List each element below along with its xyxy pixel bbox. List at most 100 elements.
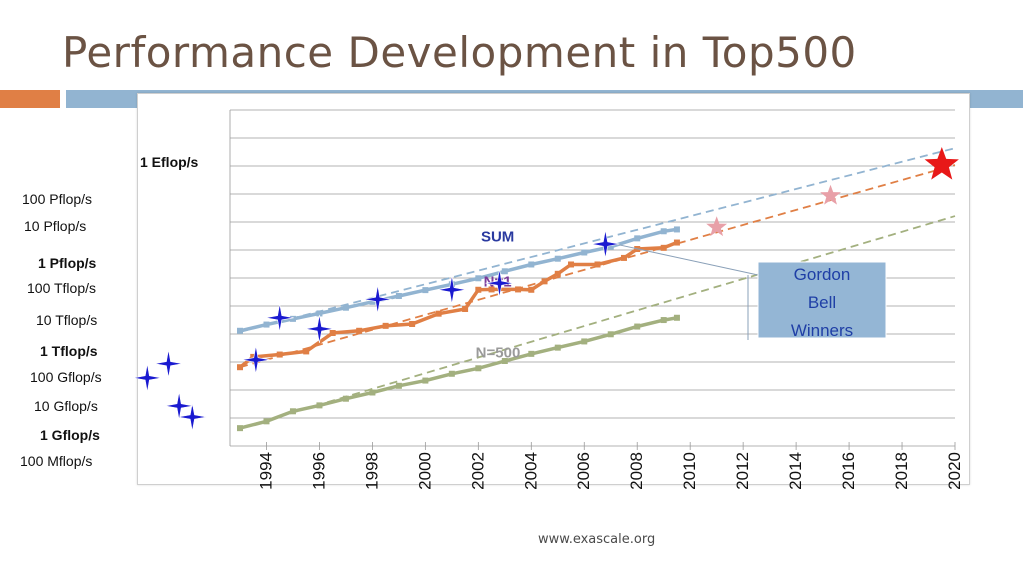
data-point xyxy=(554,270,561,277)
data-point xyxy=(369,389,376,396)
gordon-bell-star-icon xyxy=(363,285,392,314)
projection-star-icon xyxy=(820,184,841,205)
gordon-bell-star-icon xyxy=(485,269,514,298)
callout-text: Winners xyxy=(791,321,853,340)
data-point xyxy=(462,305,469,312)
y-axis-label: 1 Eflop/s xyxy=(140,154,199,170)
data-point xyxy=(342,304,349,311)
data-point xyxy=(607,243,614,250)
x-tick-label: 2014 xyxy=(786,452,805,490)
data-point xyxy=(448,370,455,377)
gordon-bell-star-icon xyxy=(265,303,294,332)
x-tick-label: 1998 xyxy=(362,452,381,490)
gordon-bell-star-icon xyxy=(241,345,270,374)
data-point xyxy=(475,365,482,372)
data-point xyxy=(342,395,349,402)
projection-star-icon xyxy=(706,216,728,237)
data-point xyxy=(289,408,296,415)
x-tick-label: 2018 xyxy=(892,452,911,490)
x-tick-label: 1994 xyxy=(256,452,275,490)
data-point xyxy=(316,402,323,409)
data-point xyxy=(581,249,588,256)
data-point xyxy=(620,254,627,261)
data-point xyxy=(329,330,336,336)
footer-url: www.exascale.org xyxy=(538,532,656,547)
data-point xyxy=(250,353,257,360)
gordon-bell-star-icon xyxy=(178,402,207,432)
slide-title: Performance Development in Top500 xyxy=(62,28,857,77)
data-point xyxy=(634,323,641,330)
x-tick-label: 2000 xyxy=(415,452,434,490)
x-tick-label: 2006 xyxy=(574,452,593,490)
data-point xyxy=(395,292,402,299)
x-tick-label: 2004 xyxy=(521,452,540,490)
data-point xyxy=(475,275,482,282)
data-point xyxy=(554,255,561,262)
data-point xyxy=(303,348,310,355)
x-tick-labels: 1994 1996 1998 2000 2002 2004 2006 2008 2010 2012… xyxy=(256,442,964,490)
y-axis-label: 10 Pflop/s xyxy=(24,218,86,234)
exascale-target-star-icon xyxy=(924,147,959,180)
data-point xyxy=(382,322,389,329)
y-axis-label: 1 Gflop/s xyxy=(40,427,100,443)
data-point xyxy=(607,331,614,338)
data-point xyxy=(435,310,442,317)
x-tick-label: 2020 xyxy=(945,452,964,490)
data-point xyxy=(356,327,363,334)
data-point xyxy=(395,382,402,389)
data-point xyxy=(316,310,323,317)
data-point xyxy=(237,425,243,432)
gordon-bell-callout: Gordon Bell Winners xyxy=(615,243,887,340)
x-tick-label: 2016 xyxy=(839,452,858,490)
x-tick-label: 2012 xyxy=(733,452,752,490)
callout-pointer xyxy=(615,243,759,276)
data-point xyxy=(501,358,508,364)
data-point xyxy=(660,244,667,251)
projection-line xyxy=(239,215,956,430)
data-point xyxy=(568,261,575,268)
y-axis-labels: 1 Eflop/s 100 Pflop/s 10 Pflop/s 1 Pflop/s 1… xyxy=(20,154,199,469)
data-point xyxy=(289,315,296,322)
callout-box xyxy=(757,261,887,339)
accent-bar-orange xyxy=(0,90,60,108)
y-axis-label: 100 Gflop/s xyxy=(30,369,102,385)
data-point xyxy=(528,350,535,357)
series-label: N=500 xyxy=(476,345,521,362)
data-point xyxy=(594,261,601,268)
data-point xyxy=(634,235,641,242)
data-point xyxy=(422,377,429,384)
projection-line xyxy=(239,147,956,333)
gordon-bell-stars xyxy=(133,147,959,432)
data-point xyxy=(541,278,548,285)
series-line xyxy=(239,227,678,333)
x-tick-label: 2002 xyxy=(468,452,487,490)
gordon-bell-star-icon xyxy=(305,314,334,343)
gordon-bell-star-icon xyxy=(437,275,466,304)
data-point xyxy=(237,327,243,334)
data-point xyxy=(673,226,680,233)
data-point xyxy=(673,314,680,321)
gordon-bell-star-icon xyxy=(133,363,162,392)
callout-text: Bell xyxy=(808,293,836,312)
data-point xyxy=(488,286,495,293)
series-line xyxy=(239,316,678,430)
data-point xyxy=(369,298,376,305)
gordon-bell-star-icon xyxy=(165,391,194,420)
data-point xyxy=(515,286,522,293)
series-label: SUM xyxy=(481,228,514,245)
data-point xyxy=(660,228,667,235)
gordon-bell-star-icon xyxy=(591,230,620,259)
data-point xyxy=(554,344,561,351)
x-tick-label: 2010 xyxy=(680,452,699,490)
data-point xyxy=(276,351,283,358)
y-axis-label: 100 Tflop/s xyxy=(27,280,96,296)
data-point xyxy=(528,261,535,268)
callout-text: Gordon xyxy=(794,265,851,284)
data-point xyxy=(501,268,508,275)
y-axis-label: 100 Mflop/s xyxy=(20,453,92,469)
data-point xyxy=(409,320,416,327)
y-axis-label: 10 Gflop/s xyxy=(34,398,98,414)
gordon-bell-star-icon xyxy=(154,349,183,378)
